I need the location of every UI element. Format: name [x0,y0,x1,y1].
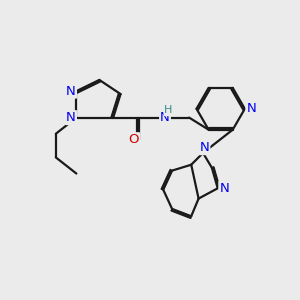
Text: N: N [200,141,209,154]
Text: N: N [66,85,76,98]
Text: O: O [129,133,139,146]
Text: H: H [164,105,173,115]
Text: N: N [246,102,256,115]
Text: N: N [219,182,229,195]
Text: N: N [160,111,170,124]
Text: N: N [66,111,76,124]
